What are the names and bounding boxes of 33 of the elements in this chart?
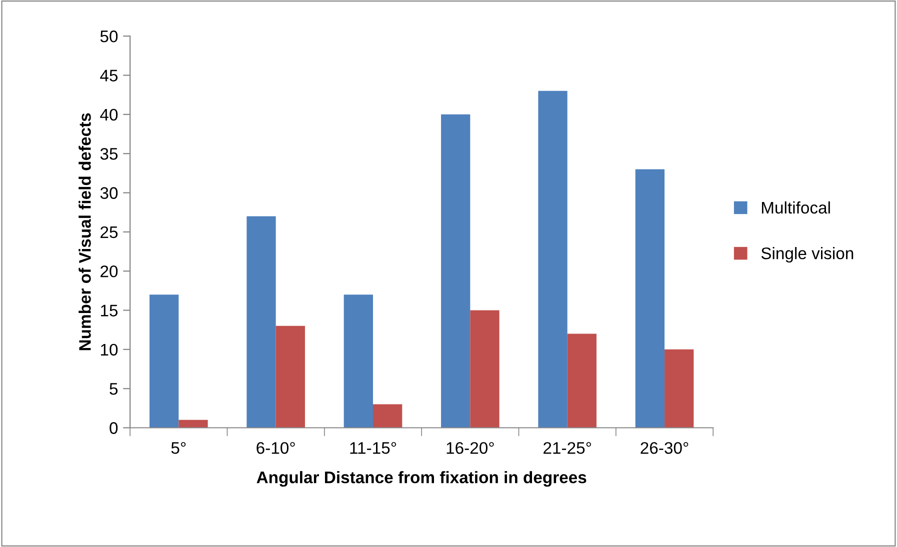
bar bbox=[150, 294, 179, 428]
bar bbox=[373, 404, 402, 428]
legend-label: Multifocal bbox=[762, 201, 830, 214]
x-axis-title: Angular Distance from fixation in degrees bbox=[256, 471, 586, 487]
y-tick-label: 0 bbox=[110, 422, 118, 434]
x-tick-label: 26-30° bbox=[640, 442, 688, 454]
bar bbox=[567, 334, 597, 428]
y-tick-label: 30 bbox=[100, 187, 118, 199]
y-tick-label: 20 bbox=[100, 265, 118, 278]
bar bbox=[470, 310, 500, 428]
bar bbox=[538, 90, 568, 428]
legend-label: Single vision bbox=[761, 247, 854, 263]
x-tick-label: 6-10° bbox=[256, 442, 295, 454]
y-tick-label: 50 bbox=[100, 30, 118, 42]
x-tick-label: 5° bbox=[171, 442, 186, 454]
y-axis-title: Number of Visual field defects bbox=[78, 113, 91, 350]
y-tick-label: 15 bbox=[100, 304, 118, 316]
bar bbox=[178, 420, 208, 428]
x-tick-label: 21-25° bbox=[544, 442, 591, 454]
bar bbox=[635, 169, 665, 428]
x-tick-label: 16-20° bbox=[446, 442, 494, 454]
bar bbox=[246, 216, 276, 428]
bar bbox=[344, 294, 373, 428]
bar bbox=[276, 326, 305, 428]
x-tick-label: 11-15° bbox=[350, 442, 396, 454]
y-tick-label: 25 bbox=[100, 226, 118, 238]
y-tick-label: 45 bbox=[100, 70, 118, 82]
y-tick-label: 10 bbox=[100, 344, 118, 356]
y-tick-label: 40 bbox=[100, 108, 118, 121]
bar bbox=[441, 114, 470, 428]
bar bbox=[664, 349, 694, 428]
y-tick-label: 35 bbox=[100, 148, 118, 160]
y-tick-label: 5 bbox=[110, 383, 118, 395]
